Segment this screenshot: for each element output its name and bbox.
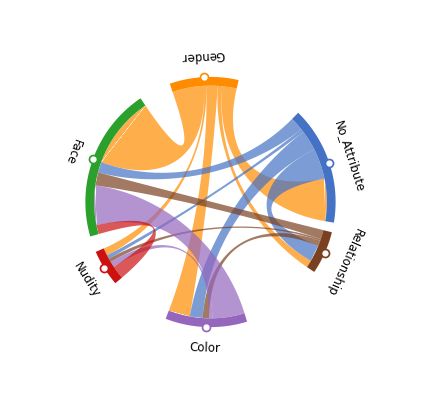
Text: Nudity: Nudity [70,260,102,299]
Text: Relationship: Relationship [323,226,365,297]
Text: Gender: Gender [181,48,225,63]
Polygon shape [307,230,332,272]
Polygon shape [85,98,145,236]
Polygon shape [101,86,204,170]
Text: Face: Face [62,137,83,166]
Polygon shape [107,129,303,259]
Polygon shape [217,86,311,267]
Polygon shape [98,119,301,179]
Polygon shape [222,86,327,221]
Polygon shape [202,233,320,318]
Polygon shape [96,221,156,278]
Polygon shape [109,227,321,262]
Polygon shape [169,86,218,316]
Polygon shape [104,86,206,255]
Polygon shape [95,173,323,239]
Polygon shape [267,149,324,261]
Text: Color: Color [190,341,221,356]
Polygon shape [96,248,122,283]
Text: No_Attribute: No_Attribute [332,120,368,194]
Polygon shape [94,185,244,318]
Polygon shape [292,113,335,223]
Polygon shape [190,132,314,318]
Polygon shape [165,311,247,327]
Polygon shape [170,77,239,92]
Polygon shape [111,245,212,318]
